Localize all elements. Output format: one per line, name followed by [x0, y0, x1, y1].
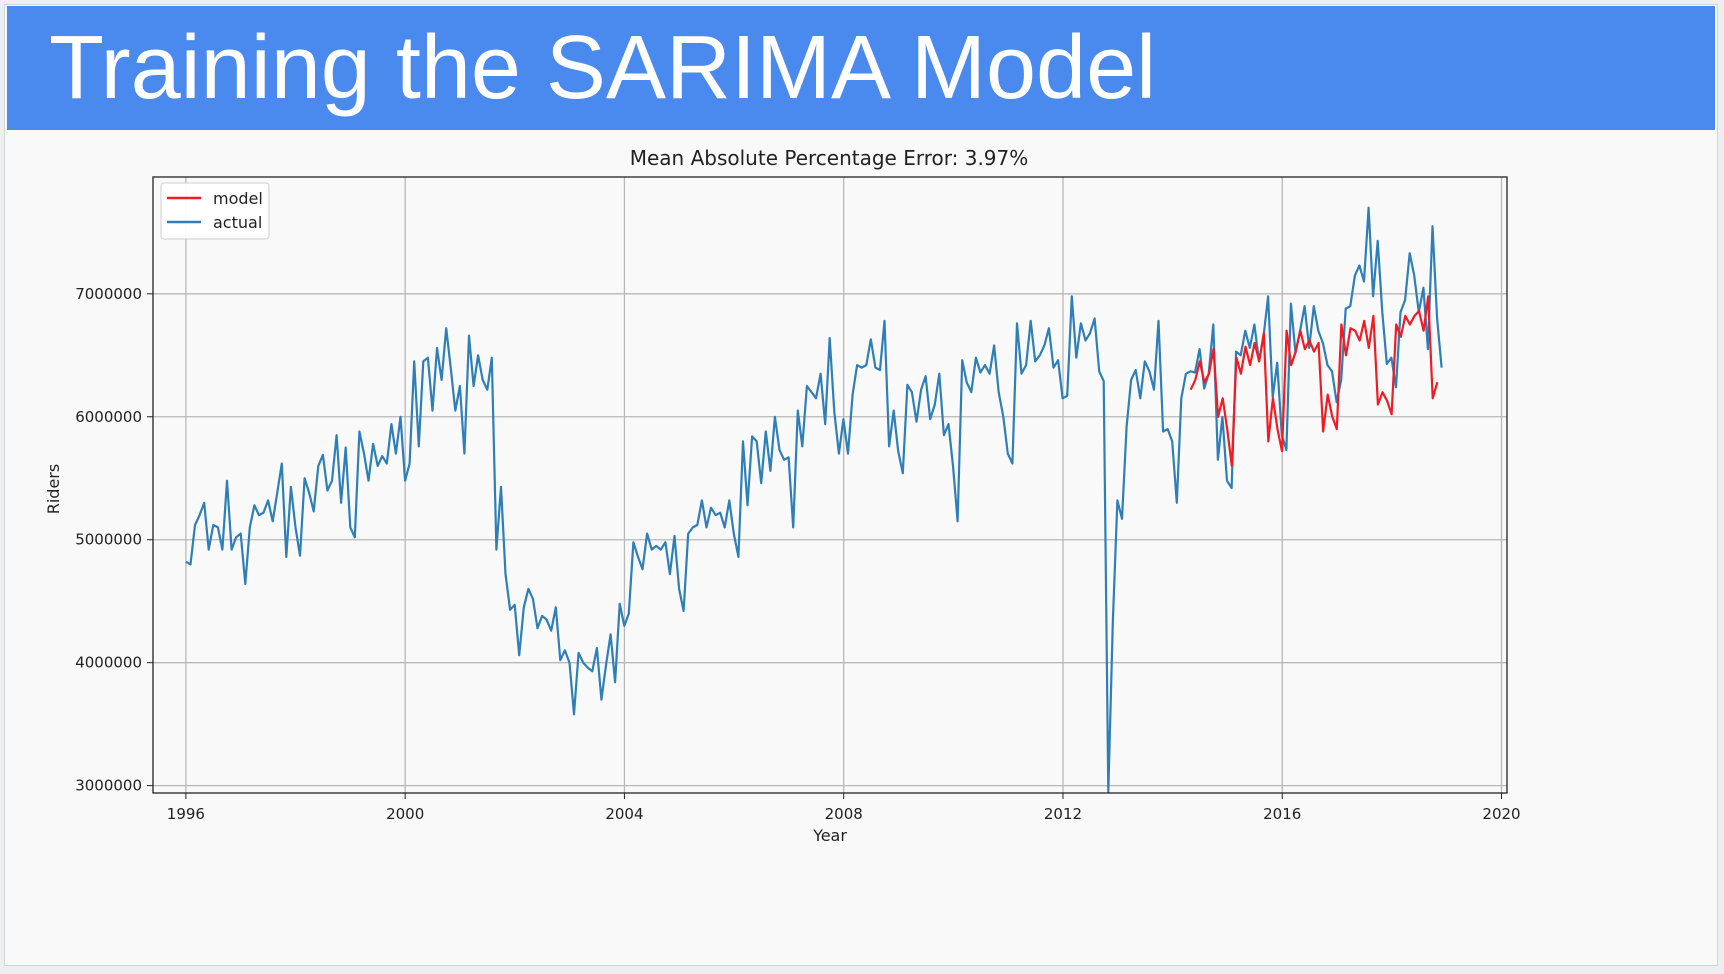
series-line-actual [185, 206, 1443, 793]
x-tick-label: 2012 [1044, 805, 1082, 823]
legend-actual-label: actual [213, 213, 262, 232]
legend-model-label: model [213, 189, 263, 208]
x-tick-label: 2016 [1263, 805, 1301, 823]
x-axis: 1996 2000 2004 2008 2012 2016 2020 [167, 793, 1521, 823]
x-tick-label: 2004 [605, 805, 643, 823]
series-layer [185, 206, 1443, 793]
y-tick-label: 4000000 [75, 654, 142, 672]
x-tick-label: 1996 [167, 805, 205, 823]
chart-title: Mean Absolute Percentage Error: 3.97% [630, 146, 1029, 170]
x-tick-label: 2000 [386, 805, 424, 823]
x-tick-label: 2008 [825, 805, 863, 823]
sarima-line-chart: Mean Absolute Percentage Error: 3.97% 19… [44, 146, 1521, 845]
y-tick-label: 3000000 [75, 777, 142, 795]
slide-title: Training the SARIMA Model [49, 18, 1157, 118]
grid-lines [153, 177, 1507, 793]
y-axis-label: Riders [44, 464, 63, 514]
y-tick-label: 7000000 [75, 285, 142, 303]
series-line-model [1189, 295, 1439, 467]
x-axis-label: Year [812, 826, 847, 845]
slide: Training the SARIMA Model Mean Absolute … [4, 4, 1718, 966]
title-banner: Training the SARIMA Model [7, 6, 1715, 130]
legend: model actual [160, 182, 270, 240]
y-tick-label: 5000000 [75, 531, 142, 549]
y-tick-label: 6000000 [75, 408, 142, 426]
y-axis: 3000000 4000000 5000000 6000000 7000000 [75, 285, 153, 795]
plot-frame [152, 176, 1508, 794]
x-tick-label: 2020 [1482, 805, 1520, 823]
